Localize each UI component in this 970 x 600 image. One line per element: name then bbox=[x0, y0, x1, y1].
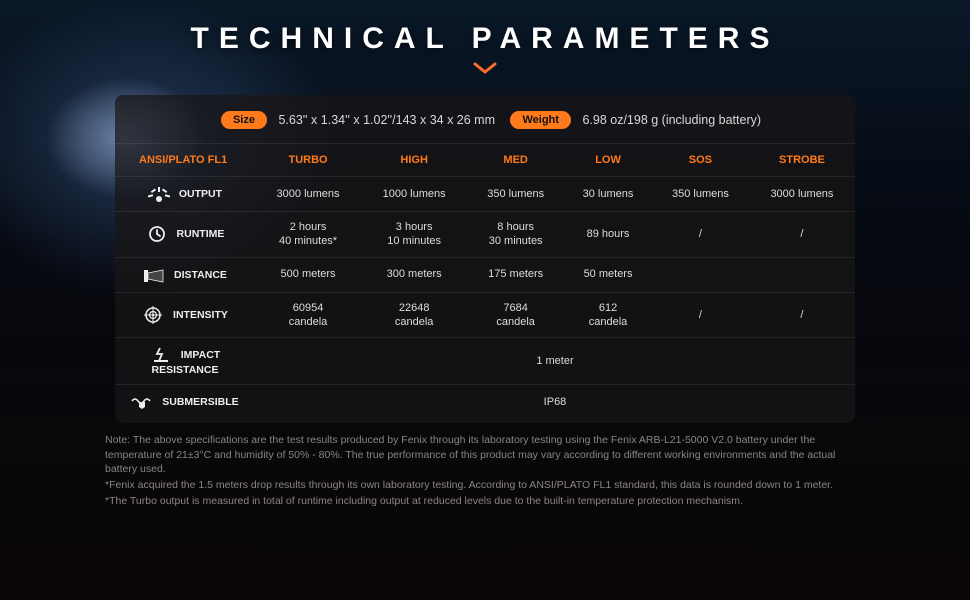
distance-high: 300 meters bbox=[361, 257, 467, 292]
col-standard: ANSI/PLATO FL1 bbox=[115, 144, 255, 177]
size-value: 5.63'' x 1.34'' x 1.02''/143 x 34 x 26 m… bbox=[278, 113, 495, 127]
col-low: LOW bbox=[564, 144, 652, 177]
submersible-icon bbox=[131, 393, 153, 411]
runtime-turbo: 2 hours40 minutes* bbox=[255, 212, 361, 258]
submersible-value: IP68 bbox=[255, 385, 855, 420]
distance-med: 175 meters bbox=[467, 257, 564, 292]
impact-icon bbox=[150, 346, 172, 364]
col-strobe: STROBE bbox=[749, 144, 855, 177]
output-turbo: 3000 lumens bbox=[255, 177, 361, 212]
output-sos: 350 lumens bbox=[652, 177, 749, 212]
runtime-strobe: / bbox=[749, 212, 855, 258]
distance-label: DISTANCE bbox=[174, 269, 227, 281]
runtime-low: 89 hours bbox=[564, 212, 652, 258]
intensity-sos: / bbox=[652, 292, 749, 338]
distance-icon bbox=[143, 266, 165, 284]
intensity-label: INTENSITY bbox=[173, 309, 228, 321]
row-distance: DISTANCE 500 meters 300 meters 175 meter… bbox=[115, 257, 855, 292]
intensity-icon bbox=[142, 306, 164, 324]
footnotes: Note: The above specifications are the t… bbox=[105, 433, 865, 508]
footnote-3: *The Turbo output is measured in total o… bbox=[105, 494, 865, 508]
output-strobe: 3000 lumens bbox=[749, 177, 855, 212]
chevron-down-icon bbox=[0, 62, 970, 81]
intensity-low: 612candela bbox=[564, 292, 652, 338]
runtime-med: 8 hours30 minutes bbox=[467, 212, 564, 258]
col-med: MED bbox=[467, 144, 564, 177]
footnote-1: Note: The above specifications are the t… bbox=[105, 433, 865, 476]
impact-value: 1 meter bbox=[255, 338, 855, 385]
intensity-high: 22648candela bbox=[361, 292, 467, 338]
col-high: HIGH bbox=[361, 144, 467, 177]
col-sos: SOS bbox=[652, 144, 749, 177]
size-pill: Size bbox=[221, 111, 267, 129]
intensity-strobe: / bbox=[749, 292, 855, 338]
output-high: 1000 lumens bbox=[361, 177, 467, 212]
distance-sos bbox=[652, 257, 749, 292]
distance-low: 50 meters bbox=[564, 257, 652, 292]
intensity-med: 7684candela bbox=[467, 292, 564, 338]
row-intensity: INTENSITY 60954candela 22648candela 7684… bbox=[115, 292, 855, 338]
spec-panel: Size 5.63'' x 1.34'' x 1.02''/143 x 34 x… bbox=[115, 95, 855, 423]
spec-table: ANSI/PLATO FL1 TURBO HIGH MED LOW SOS ST… bbox=[115, 143, 855, 419]
intensity-turbo: 60954candela bbox=[255, 292, 361, 338]
runtime-sos: / bbox=[652, 212, 749, 258]
weight-value: 6.98 oz/198 g (including battery) bbox=[582, 113, 761, 127]
row-output: OUTPUT 3000 lumens 1000 lumens 350 lumen… bbox=[115, 177, 855, 212]
submersible-label: SUBMERSIBLE bbox=[162, 396, 238, 408]
col-turbo: TURBO bbox=[255, 144, 361, 177]
footnote-2: *Fenix acquired the 1.5 meters drop resu… bbox=[105, 478, 865, 492]
runtime-icon bbox=[146, 225, 168, 243]
row-impact: IMPACTRESISTANCE 1 meter bbox=[115, 338, 855, 385]
top-specs: Size 5.63'' x 1.34'' x 1.02''/143 x 34 x… bbox=[115, 111, 855, 143]
row-submersible: SUBMERSIBLE IP68 bbox=[115, 385, 855, 420]
table-header-row: ANSI/PLATO FL1 TURBO HIGH MED LOW SOS ST… bbox=[115, 144, 855, 177]
distance-turbo: 500 meters bbox=[255, 257, 361, 292]
runtime-high: 3 hours10 minutes bbox=[361, 212, 467, 258]
output-med: 350 lumens bbox=[467, 177, 564, 212]
output-low: 30 lumens bbox=[564, 177, 652, 212]
weight-pill: Weight bbox=[510, 111, 570, 129]
page-title: TECHNICAL PARAMETERS bbox=[0, 0, 970, 56]
distance-strobe bbox=[749, 257, 855, 292]
output-label: OUTPUT bbox=[179, 188, 222, 200]
runtime-label: RUNTIME bbox=[177, 228, 225, 240]
output-icon bbox=[148, 185, 170, 203]
row-runtime: RUNTIME 2 hours40 minutes* 3 hours10 min… bbox=[115, 212, 855, 258]
